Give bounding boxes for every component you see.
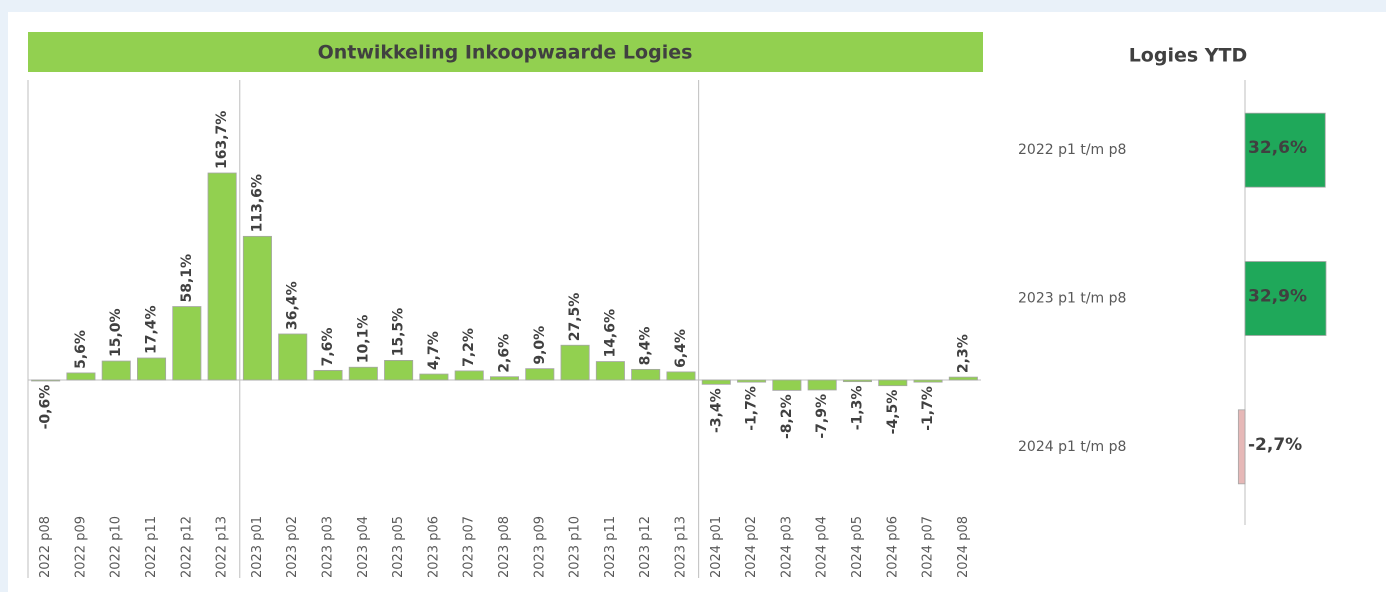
bar (137, 357, 167, 381)
x-tick-label: 2023 p01 (250, 516, 265, 578)
value-label: 10,1% (355, 315, 371, 364)
x-tick-label: 2023 p11 (603, 516, 618, 578)
category-label: 2024 p1 t/m p8 (1018, 439, 1126, 455)
value-label: 5,6% (73, 330, 89, 369)
x-tick-label: 2023 p12 (638, 516, 653, 578)
bar (666, 371, 696, 381)
x-tick-label: 2023 p06 (426, 516, 441, 578)
value-label: 9,0% (532, 326, 548, 365)
bar (242, 235, 272, 381)
x-tick-label: 2024 p01 (709, 516, 724, 578)
x-tick-label: 2024 p07 (921, 516, 936, 578)
value-label: 7,2% (461, 328, 477, 367)
value-label: 15,0% (108, 308, 124, 357)
value-label: 2,3% (955, 334, 971, 373)
x-tick-label: 2022 p11 (144, 516, 159, 578)
bar (1237, 409, 1246, 485)
bar (913, 379, 943, 383)
x-tick-label: 2022 p13 (215, 516, 230, 578)
value-label: -1,7% (744, 386, 760, 431)
value-label: 32,6% (1248, 138, 1307, 158)
x-tick-label: 2022 p08 (38, 516, 53, 578)
value-label: -7,9% (814, 394, 830, 439)
value-label: -2,7% (1248, 435, 1302, 455)
bar (348, 366, 378, 381)
bar (313, 369, 343, 381)
x-tick-label: 2024 p05 (850, 516, 865, 578)
chart-title: Logies YTD (1129, 45, 1248, 67)
value-label: 32,9% (1248, 287, 1307, 307)
x-tick-label: 2023 p03 (321, 516, 336, 578)
value-label: -0,6% (38, 385, 54, 430)
x-tick-label: 2024 p08 (956, 516, 971, 578)
x-tick-label: 2023 p10 (568, 516, 583, 578)
bar (595, 361, 625, 381)
value-label: 6,4% (673, 329, 689, 368)
title-bar (28, 32, 983, 72)
x-tick-label: 2024 p03 (779, 516, 794, 578)
value-label: 58,1% (179, 254, 195, 303)
panel (8, 12, 1386, 592)
bar (207, 172, 237, 381)
x-tick-label: 2023 p13 (673, 516, 688, 578)
bar (772, 379, 802, 391)
bar (101, 360, 131, 381)
bar (525, 368, 555, 381)
category-label: 2023 p1 t/m p8 (1018, 291, 1126, 307)
bar (737, 379, 767, 383)
bar (631, 368, 661, 381)
value-label: 113,6% (249, 174, 265, 232)
bar (560, 344, 590, 381)
bar (278, 333, 308, 381)
bar (31, 379, 61, 382)
x-tick-label: 2024 p06 (885, 516, 900, 578)
x-tick-label: 2023 p08 (497, 516, 512, 578)
bar (807, 379, 837, 391)
value-label: -8,2% (779, 394, 795, 439)
category-label: 2022 p1 t/m p8 (1018, 142, 1126, 158)
value-label: 15,5% (391, 308, 407, 357)
bar (454, 370, 484, 381)
value-label: 27,5% (567, 293, 583, 342)
value-label: -4,5% (885, 390, 901, 435)
x-tick-label: 2022 p10 (109, 516, 124, 578)
x-tick-label: 2023 p09 (532, 516, 547, 578)
value-label: 36,4% (285, 281, 301, 330)
bar (384, 360, 414, 381)
x-tick-label: 2023 p04 (356, 516, 371, 578)
value-label: -3,4% (708, 388, 724, 433)
value-label: -1,3% (849, 386, 865, 431)
bar (948, 376, 978, 381)
value-label: 17,4% (144, 305, 160, 354)
bar (842, 379, 872, 383)
value-label: 7,6% (320, 328, 336, 367)
bar (419, 373, 449, 381)
value-label: 4,7% (426, 331, 442, 370)
x-tick-label: 2023 p02 (285, 516, 300, 578)
x-tick-label: 2022 p12 (179, 516, 194, 578)
x-tick-label: 2023 p05 (391, 516, 406, 578)
value-label: -1,7% (920, 386, 936, 431)
bar (1244, 112, 1326, 188)
value-label: 14,6% (602, 309, 618, 358)
bar (172, 306, 202, 381)
x-tick-label: 2022 p09 (73, 516, 88, 578)
bar (701, 379, 731, 385)
x-tick-label: 2023 p07 (462, 516, 477, 578)
bar (878, 379, 908, 387)
chart-title: Ontwikkeling Inkoopwaarde Logies (318, 42, 693, 64)
value-label: 2,6% (497, 334, 513, 373)
x-tick-label: 2024 p04 (815, 516, 830, 578)
bar (1244, 261, 1327, 336)
value-label: 163,7% (214, 111, 230, 169)
bar (66, 372, 96, 381)
x-tick-label: 2024 p02 (744, 516, 759, 578)
value-label: 8,4% (638, 327, 654, 366)
bar (489, 376, 520, 381)
